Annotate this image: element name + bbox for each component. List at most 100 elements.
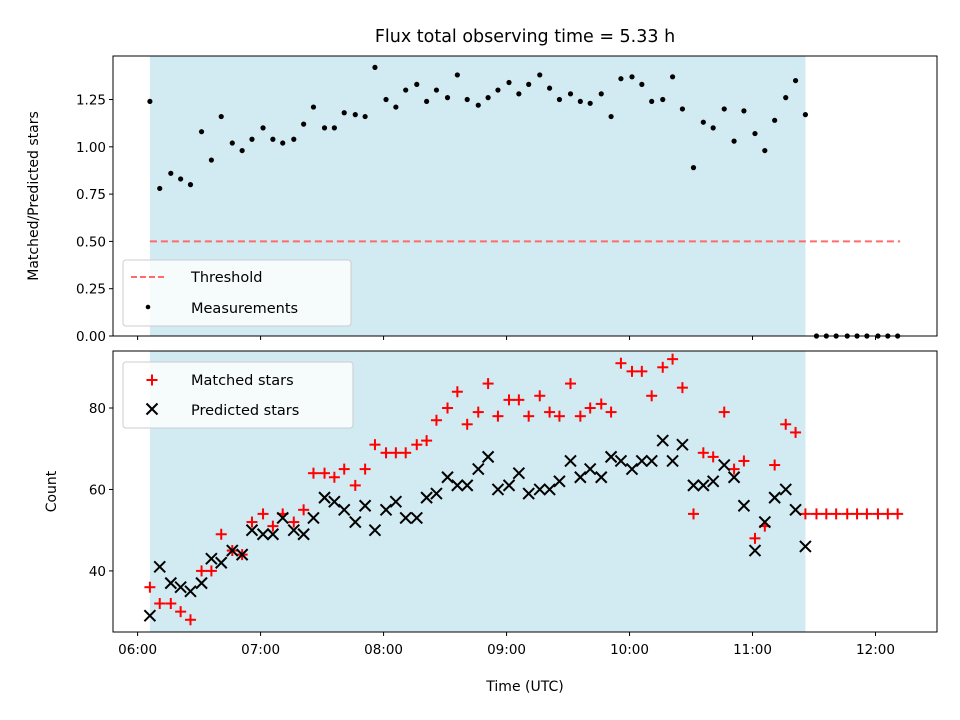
predicted-point xyxy=(441,471,454,484)
measurement-point xyxy=(208,157,214,163)
legend-measurements-swatch xyxy=(145,304,151,310)
matched-point xyxy=(482,378,494,390)
predicted-point xyxy=(410,511,423,525)
measurement-point xyxy=(187,182,194,188)
matched-point xyxy=(553,410,565,422)
measurement-point xyxy=(372,64,378,70)
top-ticks: 0.00 0.25 0.50 0.75 1.00 1.25 xyxy=(76,93,877,345)
predicted-point xyxy=(604,450,618,464)
measurement-point xyxy=(752,130,758,137)
measurement-point xyxy=(608,113,614,120)
measurement-point xyxy=(291,136,297,142)
predicted-point xyxy=(328,495,341,508)
matched-point xyxy=(267,520,279,532)
predicted-point xyxy=(338,503,351,517)
measurement-point xyxy=(424,98,430,105)
measurement-point xyxy=(485,95,491,101)
measurement-point xyxy=(414,81,420,87)
measurement-point xyxy=(310,104,317,110)
matched-point xyxy=(707,451,719,463)
matched-point xyxy=(369,439,381,451)
measurement-point xyxy=(454,72,460,78)
measurement-point xyxy=(731,138,737,144)
chart-title: Flux total observing time = 5.33 h xyxy=(375,27,675,47)
predicted-point xyxy=(543,483,556,496)
predicted-point xyxy=(420,491,433,504)
matched-point xyxy=(892,508,904,520)
matched-point xyxy=(205,565,217,577)
legend-x-mark xyxy=(145,402,159,416)
measurement-point xyxy=(690,165,697,171)
bot-xtick-label: 08:00 xyxy=(364,642,403,658)
bot-ytick-label: 40 xyxy=(89,564,106,580)
matched-point xyxy=(411,439,423,451)
legend-matched-label: Matched stars xyxy=(191,373,294,389)
matched-point xyxy=(728,463,740,475)
predicted-point xyxy=(727,471,741,484)
measurement-point xyxy=(618,76,624,82)
measurement-point xyxy=(577,98,583,105)
measurement-point xyxy=(792,77,799,84)
predicted-point xyxy=(379,503,393,517)
predicted-point xyxy=(491,483,505,496)
top-ytick-label: 1.00 xyxy=(76,140,106,156)
matched-point xyxy=(288,516,300,528)
measurement-point xyxy=(403,87,409,93)
predicted-point xyxy=(676,438,689,451)
measurement-point xyxy=(660,96,666,103)
measurement-point xyxy=(649,98,655,105)
matched-point xyxy=(657,361,669,373)
matched-point xyxy=(534,390,546,402)
matched-point xyxy=(421,435,433,447)
measurement-point xyxy=(567,91,574,97)
measurement-point xyxy=(341,110,347,116)
measurement-point xyxy=(506,79,512,86)
measurement-point xyxy=(433,87,440,93)
predicted-point xyxy=(697,479,710,492)
predicted-point xyxy=(533,483,546,496)
matched-point xyxy=(380,447,392,459)
matched-point xyxy=(165,597,177,609)
measurement-point xyxy=(280,140,286,146)
matched-point xyxy=(872,508,884,520)
measurement-point xyxy=(444,95,451,101)
matched-point xyxy=(636,365,648,377)
measurement-point xyxy=(762,147,768,154)
predicted-point xyxy=(153,560,166,574)
bot-xtick-label: 06:00 xyxy=(118,642,157,658)
predicted-point xyxy=(472,462,485,476)
matched-point xyxy=(523,410,535,422)
measurement-point xyxy=(198,129,205,135)
predicted-point xyxy=(522,487,535,500)
top-ytick-label: 0.25 xyxy=(76,282,106,298)
matched-point xyxy=(676,382,688,394)
matched-point xyxy=(667,353,679,365)
predicted-point xyxy=(430,487,443,500)
predicted-point xyxy=(184,585,197,598)
predicted-point xyxy=(143,609,157,622)
predicted-point xyxy=(256,528,270,541)
measurement-point xyxy=(700,119,706,125)
measurement-point xyxy=(710,125,716,131)
measurement-point xyxy=(249,136,255,142)
matched-point xyxy=(646,390,658,402)
predicted-point xyxy=(789,503,802,517)
matched-point xyxy=(461,418,473,430)
bot-ytick-label: 80 xyxy=(89,401,106,417)
predicted-point xyxy=(614,454,628,468)
bot-xtick-label: 07:00 xyxy=(241,642,280,658)
predicted-point xyxy=(318,491,331,504)
predicted-point xyxy=(195,576,208,590)
predicted-point xyxy=(748,544,762,557)
bottom-legend: Matched stars Predicted stars xyxy=(122,361,354,429)
matched-point xyxy=(349,479,361,491)
bot-xtick-label: 12:00 xyxy=(856,642,895,658)
bottom-legend-box xyxy=(122,361,354,429)
measurement-point xyxy=(495,87,501,93)
predicted-point xyxy=(349,515,362,529)
measurement-point xyxy=(168,170,174,176)
matched-point xyxy=(565,378,577,390)
matched-point xyxy=(430,414,442,426)
top-y-axis-label: Matched/Predicted stars xyxy=(26,111,42,281)
